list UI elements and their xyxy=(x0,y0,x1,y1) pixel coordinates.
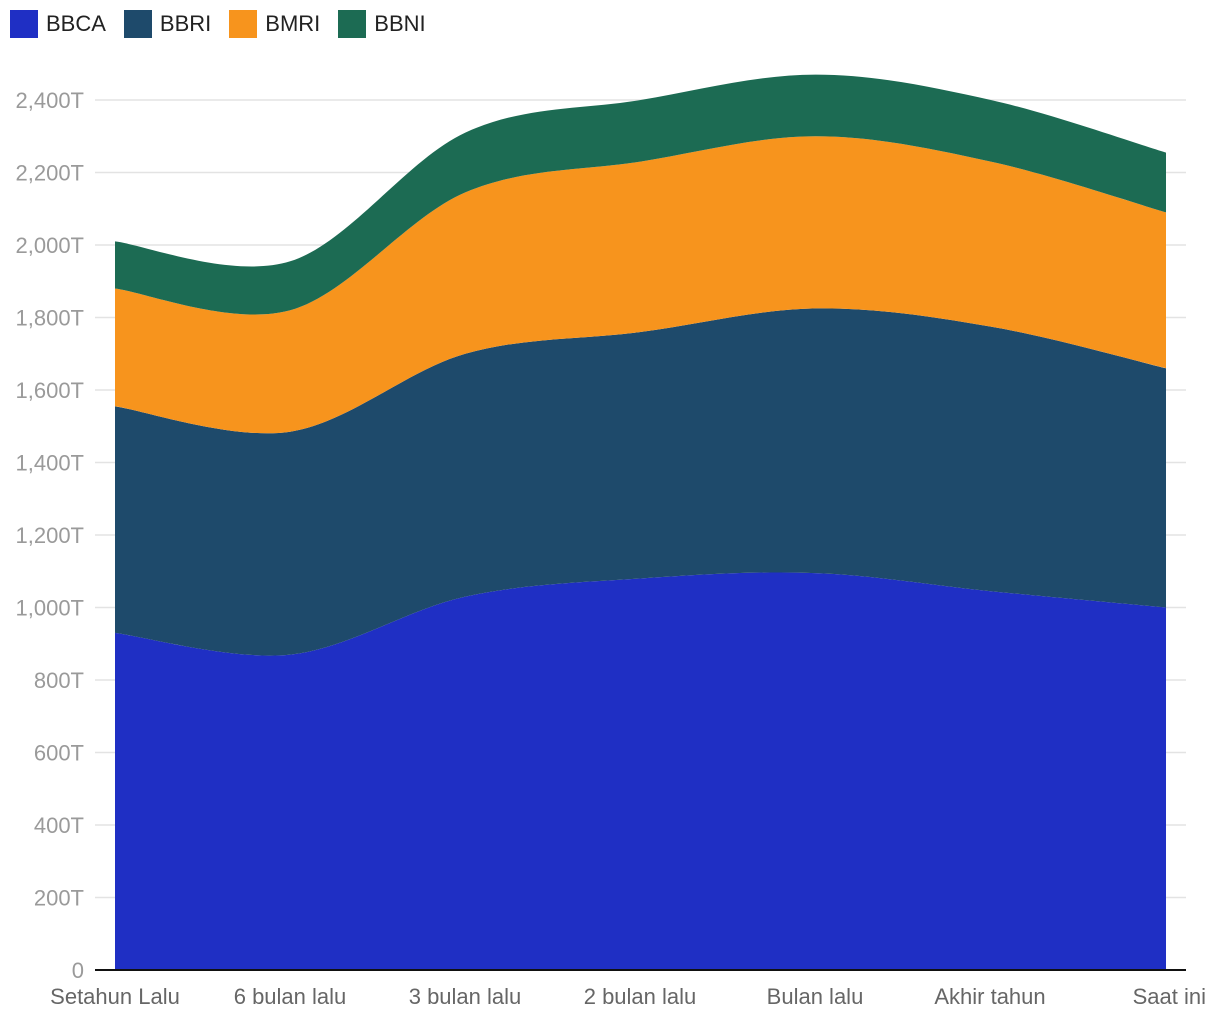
legend-item-bbca[interactable]: BBCA xyxy=(10,10,106,38)
area-bmri xyxy=(115,136,1166,434)
legend-item-bmri[interactable]: BMRI xyxy=(229,10,320,38)
x-tick-label: 2 bulan lalu xyxy=(584,984,697,1009)
x-tick-label: Saat ini xyxy=(1133,984,1206,1009)
area-bbri xyxy=(115,308,1166,656)
x-tick-label: Akhir tahun xyxy=(934,984,1045,1009)
y-tick-label: 800T xyxy=(34,668,84,693)
y-tick-label: 1,800T xyxy=(16,306,85,331)
y-tick-label: 1,200T xyxy=(16,523,85,548)
legend-item-bbri[interactable]: BBRI xyxy=(123,10,212,38)
x-tick-label: 6 bulan lalu xyxy=(234,984,347,1009)
y-tick-label: 2,400T xyxy=(16,88,85,113)
y-tick-label: 1,600T xyxy=(16,378,85,403)
y-tick-label: 2,000T xyxy=(16,233,85,258)
area-bbca xyxy=(115,572,1166,970)
y-tick-label: 2,200T xyxy=(16,161,85,186)
legend-label-bbca: BBCA xyxy=(46,11,106,36)
legend-swatch-bmri xyxy=(229,10,258,38)
y-tick-label: 600T xyxy=(34,741,84,766)
legend: BBCA BBRI BMRI BBNI xyxy=(10,10,426,38)
y-tick-label: 400T xyxy=(34,813,84,838)
legend-swatch-bbni xyxy=(338,10,367,38)
y-tick-label: 1,000T xyxy=(16,596,85,621)
legend-label-bbni: BBNI xyxy=(374,11,426,36)
legend-swatch-bbca xyxy=(10,10,38,38)
legend-item-bbni[interactable]: BBNI xyxy=(338,10,426,38)
area-bbni xyxy=(115,74,1166,315)
x-tick-label: 3 bulan lalu xyxy=(409,984,522,1009)
y-tick-label: 200T xyxy=(34,886,84,911)
y-tick-label: 1,400T xyxy=(16,451,85,476)
legend-label-bmri: BMRI xyxy=(265,11,321,36)
legend-label-bbri: BBRI xyxy=(159,11,212,36)
x-tick-label: Setahun Lalu xyxy=(50,984,180,1009)
x-tick-label: Bulan lalu xyxy=(767,984,864,1009)
y-tick-label: 0 xyxy=(72,958,84,983)
legend-swatch-bbri xyxy=(123,10,152,38)
